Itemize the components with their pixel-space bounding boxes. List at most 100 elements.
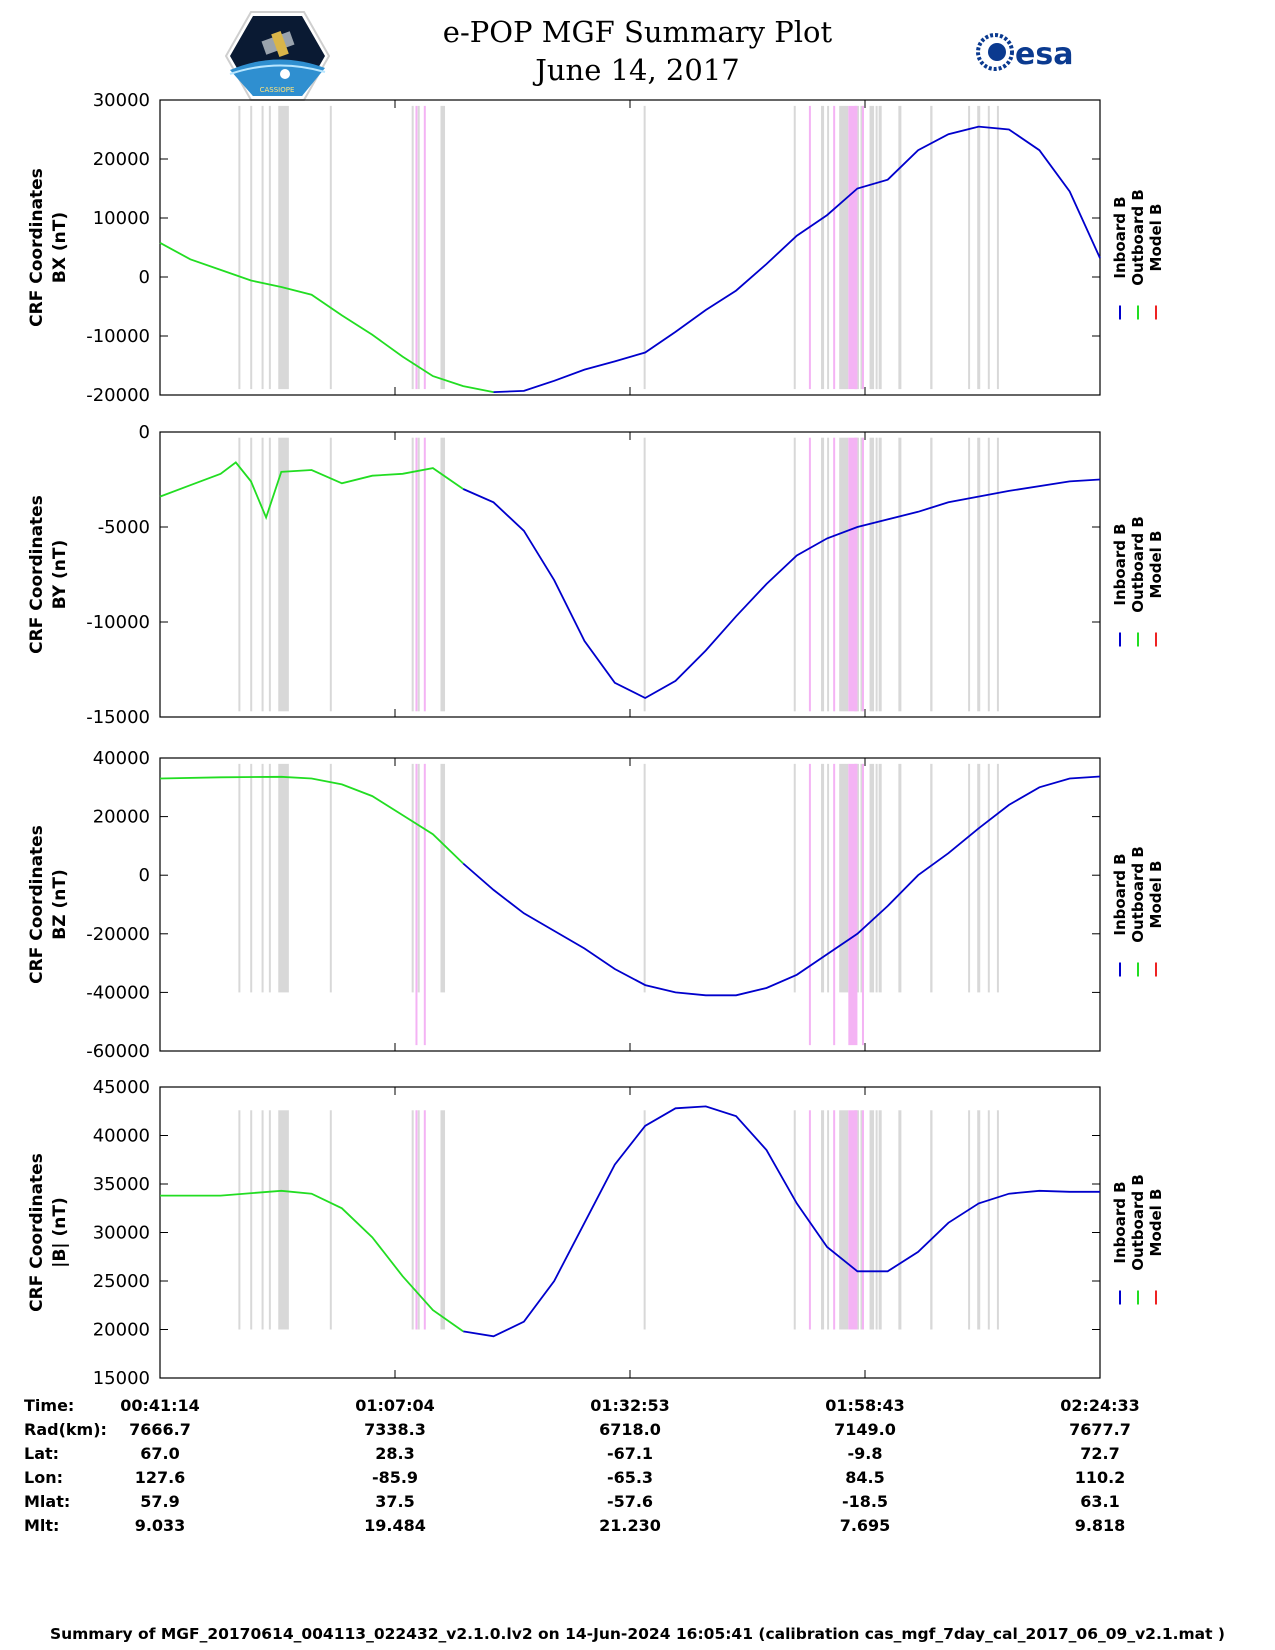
pink-band <box>423 437 426 712</box>
legend-outboard-label: Outboard B <box>1129 189 1147 286</box>
gray-band <box>930 1110 933 1330</box>
gray-band <box>839 105 849 390</box>
info-cell: -67.1 <box>606 1444 654 1463</box>
info-row-label: Lat: <box>24 1444 60 1463</box>
gray-band <box>250 437 253 712</box>
info-row-label: Lon: <box>24 1468 63 1487</box>
gray-band <box>860 437 863 712</box>
y-tick-label: -10000 <box>86 612 150 633</box>
gray-band <box>440 763 446 993</box>
legend-outboard-label: Outboard B <box>1129 846 1147 943</box>
pink-band <box>848 437 858 712</box>
gray-band <box>878 1110 882 1330</box>
gray-band <box>827 763 830 993</box>
info-cell: 72.7 <box>1080 1444 1120 1463</box>
gray-band <box>793 105 796 390</box>
gray-band <box>268 437 271 712</box>
gray-band <box>968 763 971 993</box>
gray-band <box>238 437 241 712</box>
info-cell: 01:58:43 <box>825 1396 905 1415</box>
panel-4: 15000 20000 25000 30000 35000 40000 45000 CRF C… <box>27 1077 1165 1389</box>
gray-band <box>996 105 999 390</box>
outboard-series-line <box>159 242 494 393</box>
y-tick-label: 25000 <box>93 1271 150 1292</box>
gray-band <box>278 763 289 993</box>
y-tick-label: 20000 <box>93 807 150 828</box>
gray-band <box>977 105 981 390</box>
legend-model-label: Model B <box>1147 531 1165 599</box>
gray-band <box>417 1110 420 1330</box>
gray-band <box>977 763 981 993</box>
y-tick-label: 30000 <box>93 1223 150 1244</box>
info-cell: -18.5 <box>841 1492 889 1511</box>
gray-band <box>898 763 902 993</box>
legend-model-label: Model B <box>1147 861 1165 929</box>
info-cell: 57.9 <box>140 1492 180 1511</box>
panel-2: -15000 -10000 -5000 0 CRF Coordinates BY (nT)… <box>27 422 1165 728</box>
inboard-series-line <box>463 1105 1100 1338</box>
plot-date: June 14, 2017 <box>535 53 740 87</box>
gray-band <box>417 437 420 712</box>
inboard-series-line <box>462 478 1101 700</box>
legend-inboard-label: Inboard B <box>1111 853 1129 935</box>
legend-inboard-label: Inboard B <box>1111 196 1129 278</box>
gray-band <box>278 105 289 390</box>
gray-band <box>821 437 825 712</box>
gray-band <box>898 437 902 712</box>
gray-band <box>793 437 796 712</box>
pink-band <box>415 437 418 712</box>
info-cell: 9.033 <box>134 1516 186 1535</box>
info-row-label: Time: <box>24 1396 75 1415</box>
y-tick-label: -20000 <box>86 385 150 406</box>
panel-1: -20000 -10000 0 10000 20000 30000 CRF Coordina… <box>27 90 1165 406</box>
gray-band <box>261 763 264 993</box>
panel-frame <box>159 1086 1101 1379</box>
gray-band <box>238 763 241 993</box>
y-axis-unit-label: |B| (nT) <box>50 1197 70 1268</box>
y-tick-label: 35000 <box>93 1174 150 1195</box>
gray-band <box>821 763 825 993</box>
pink-band <box>861 763 864 1046</box>
gray-band <box>821 105 825 390</box>
pink-band <box>423 763 426 1046</box>
y-tick-label: 30000 <box>93 90 150 111</box>
legend-inboard-label: Inboard B <box>1111 523 1129 605</box>
y-tick-label: -20000 <box>86 924 150 945</box>
gray-band <box>411 1110 414 1330</box>
gray-band <box>238 1110 241 1330</box>
gray-band <box>860 763 863 993</box>
info-cell: -9.8 <box>847 1444 883 1463</box>
y-tick-label: 20000 <box>93 149 150 170</box>
gray-band <box>417 105 420 390</box>
gray-band <box>977 437 981 712</box>
y-tick-label: -40000 <box>86 982 150 1003</box>
pink-band <box>833 437 836 712</box>
y-tick-label: 0 <box>139 422 150 443</box>
gray-band <box>996 1110 999 1330</box>
gray-band <box>875 763 878 993</box>
info-cell: 19.484 <box>364 1516 426 1535</box>
info-cell: -57.6 <box>606 1492 654 1511</box>
gray-band <box>278 1110 289 1330</box>
gray-band <box>987 763 990 993</box>
svg-text:CASSIOPE: CASSIOPE <box>260 86 295 94</box>
y-tick-label: 40000 <box>93 1126 150 1147</box>
y-tick-label: 0 <box>139 865 150 886</box>
gray-band <box>329 763 332 993</box>
info-cell: 7338.3 <box>364 1420 426 1439</box>
gray-band <box>411 105 414 390</box>
y-tick-label: -10000 <box>86 326 150 347</box>
pink-band <box>833 763 836 1046</box>
info-cell: 7666.7 <box>129 1420 191 1439</box>
gray-band <box>878 105 882 390</box>
gray-band <box>261 437 264 712</box>
gray-band <box>268 763 271 993</box>
outboard-series-line <box>159 461 464 521</box>
gray-band <box>278 437 289 712</box>
inboard-series-line <box>493 125 1101 393</box>
y-tick-label: -60000 <box>86 1041 150 1062</box>
gray-band <box>839 437 849 712</box>
gray-band <box>411 437 414 712</box>
gray-band <box>827 1110 830 1330</box>
pink-band <box>808 763 811 1046</box>
